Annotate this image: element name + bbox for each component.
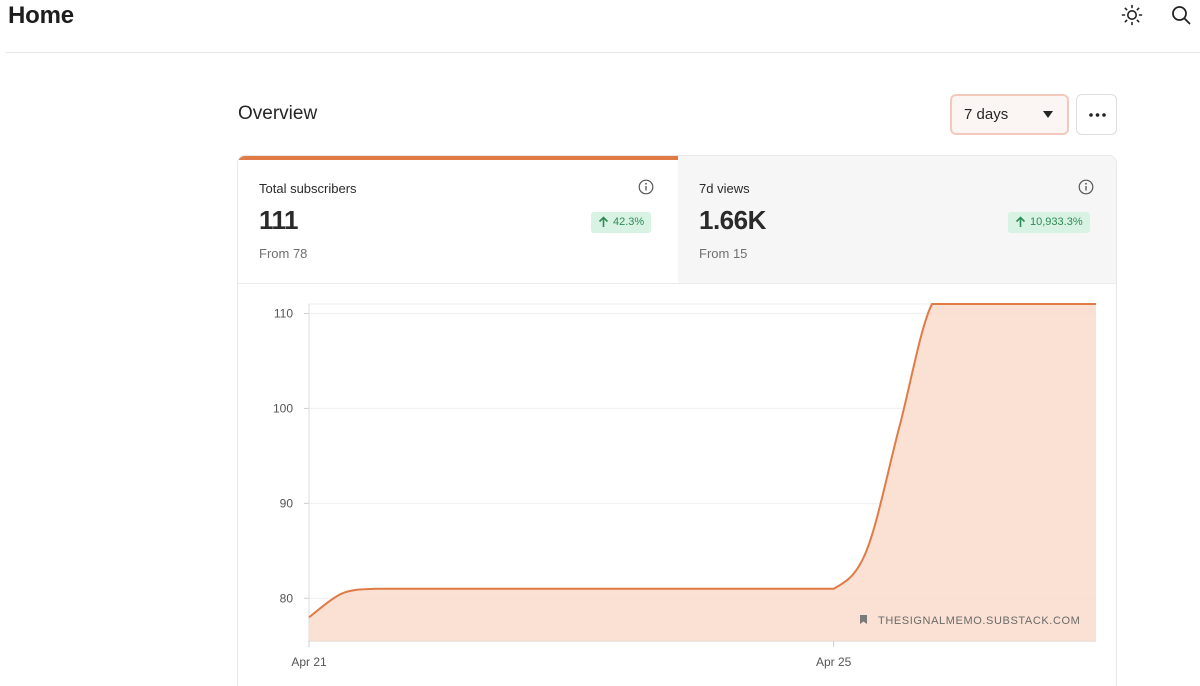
tab-total-subscribers[interactable]: Total subscribers 111 42.3% From 78: [238, 156, 678, 283]
search-icon[interactable]: [1170, 4, 1192, 26]
y-axis-ticks: 80 90 100 110: [273, 306, 293, 605]
page-title: Home: [8, 2, 74, 29]
date-range-value: 7 days: [964, 106, 1009, 123]
watermark: THESIGNALMEMO.SUBSTACK.COM: [860, 615, 1080, 627]
stats-card: Total subscribers 111 42.3% From 78 7d v…: [237, 155, 1117, 686]
watermark-text: THESIGNALMEMO.SUBSTACK.COM: [878, 615, 1080, 627]
more-options-button[interactable]: [1076, 94, 1117, 135]
top-bar: Home: [6, 0, 1200, 53]
stat-label: Total subscribers: [259, 181, 357, 196]
bookmark-icon: [860, 615, 867, 624]
stat-value: 111: [259, 205, 299, 235]
series-line: [308, 302, 1096, 619]
overview-title: Overview: [238, 103, 318, 124]
subscribers-chart: 80 90 100 110 Apr 21 Apr 25 THESIGNALMEMO.SU…: [273, 302, 1096, 669]
stat-label: 7d views: [699, 181, 750, 196]
more-icon: [1089, 113, 1106, 117]
x-tick-label: Apr 21: [291, 655, 327, 669]
info-icon[interactable]: [1078, 179, 1094, 195]
change-value: 42.3%: [613, 216, 645, 228]
y-tick-label: 80: [280, 591, 294, 605]
info-icon[interactable]: [638, 179, 654, 195]
caret-down-icon: [1043, 111, 1053, 118]
change-badge: 42.3%: [591, 212, 652, 233]
change-badge: 10,933.3%: [1008, 212, 1090, 233]
tab-7d-views[interactable]: 7d views 1.66K 10,933.3% From 15: [678, 156, 1116, 283]
stat-from: From 78: [259, 246, 308, 261]
y-tick-label: 90: [280, 496, 294, 510]
x-tick-label: Apr 25: [816, 655, 852, 669]
x-axis-ticks: Apr 21 Apr 25: [291, 641, 852, 669]
date-range-select[interactable]: 7 days: [950, 94, 1069, 135]
stat-from: From 15: [699, 246, 748, 261]
stat-value: 1.66K: [699, 205, 766, 235]
y-tick-label: 110: [274, 306, 293, 320]
sun-icon[interactable]: [1121, 4, 1143, 26]
arrow-up-icon: [1015, 216, 1026, 227]
change-value: 10,933.3%: [1030, 216, 1083, 228]
tab-divider: [238, 283, 1116, 284]
area-fill: [309, 304, 1096, 641]
y-tick-label: 100: [273, 401, 293, 415]
arrow-up-icon: [598, 216, 609, 227]
